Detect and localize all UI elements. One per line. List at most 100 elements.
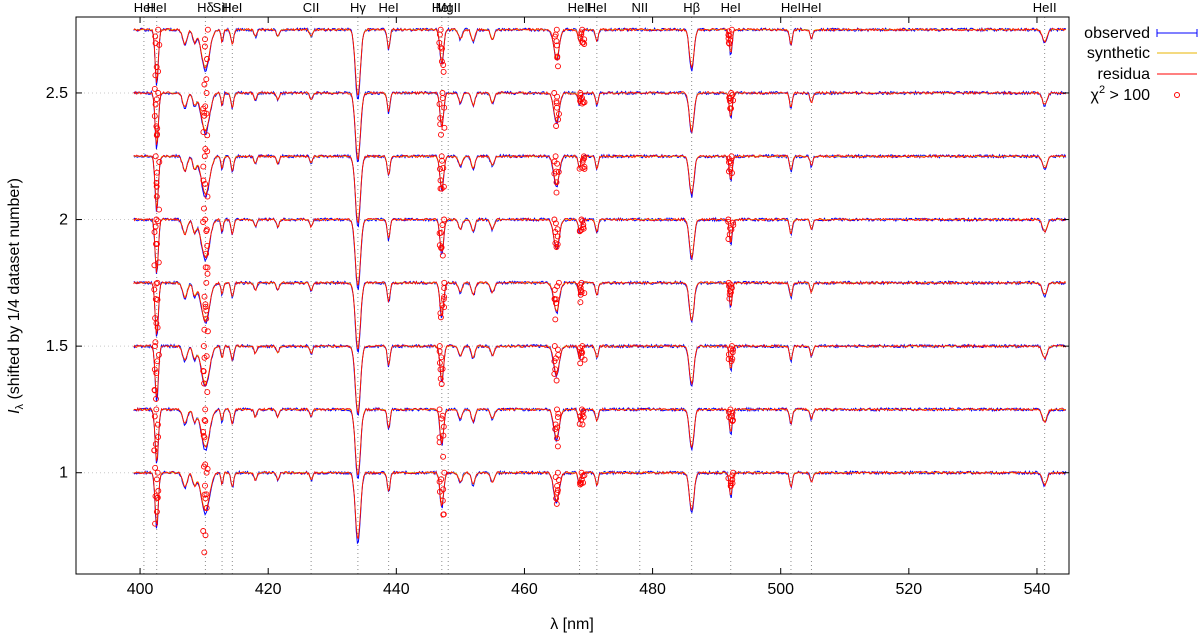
chi2-outlier-point [200,432,207,439]
chi2-outlier-point [204,270,211,277]
chi2-outlier-point [554,241,561,248]
chi2-outlier-point [725,236,732,242]
chi2-outlier-point [439,412,446,419]
chi2-outlier-point [553,123,560,129]
chi2-outlier-point [438,131,444,138]
chi2-outlier-point [200,163,207,170]
chi2-outlier-point [153,476,160,483]
chi2-outlier-point [730,219,736,226]
chi2-outlier-point [201,380,208,387]
chi2-outlier-point [437,310,444,317]
chi2-outlier-point [438,153,445,160]
x-tick-label: 460 [511,581,538,598]
chi2-outlier-point [577,360,584,367]
chi2-outlier-point [202,180,209,187]
chi2-outlier-point [154,169,160,176]
chi2-outlier-point [578,289,585,296]
chi2-outlier-point [152,315,159,322]
chi2-outlier-point [730,469,737,476]
chi2-outlier-point [727,288,733,294]
chi2-outlier-point [203,307,210,314]
chi2-outlier-point [441,124,448,131]
chi2-outlier-point [436,478,443,485]
chi2-outlier-point [552,355,559,362]
spectral-line-label: HeII [1033,0,1057,15]
chi2-outlier-point [204,465,211,472]
chi2-outlier-point [579,100,586,107]
outlier-layer [151,26,737,556]
chi2-outlier-point [438,58,445,65]
residua-spectrum-6 [133,90,1066,161]
chi2-outlier-point [551,216,558,223]
chi2-outlier-point [203,110,210,117]
chi2-outlier-point [554,414,561,421]
chi2-outlier-point [153,406,160,413]
chi2-outlier-point [578,476,585,483]
chi2-outlier-point [553,26,560,33]
chi2-outlier-point [440,68,447,75]
chi2-outlier-point [576,227,583,234]
chi2-outlier-point [441,104,448,111]
chi2-outlier-point [555,410,562,417]
chi2-outlier-point [727,281,734,288]
observed-spectrum-7 [133,26,1066,100]
spectral-line-label: SiII [213,0,232,15]
chi2-outlier-point [553,42,560,49]
chi2-outlier-point [581,155,588,162]
chi2-outlier-point [553,104,560,111]
observed-spectrum-5 [133,153,1067,228]
residua-spectrum-3 [133,280,1067,350]
chi2-outlier-point [152,493,159,500]
legend-residua-label: residua [1098,66,1151,83]
chi2-outlier-point [155,218,161,225]
chi2-outlier-point [152,223,159,230]
chi2-outlier-point [725,39,732,46]
chi2-outlier-point [154,469,161,476]
y-axis-label-rest: (shifted by 1/4 dataset number) [6,178,23,404]
chi2-outlier-point [729,91,736,98]
chi2-outlier-point [151,85,158,92]
chi2-outlier-point [201,293,208,300]
chi2-outlier-point [155,68,162,75]
chi2-outlier-point [203,228,210,234]
chi2-outlier-point [152,520,159,527]
spectral-line-label: HeI [134,0,154,15]
spectral-line-label: Hγ [350,0,366,15]
chi2-outlier-point [437,166,443,172]
chi2-outlier-point [552,153,559,160]
chi2-outlier-point [580,156,586,163]
chi2-outlier-point [551,343,558,350]
x-tick-label: 480 [639,581,666,598]
residua-spectrum-1 [133,407,1066,476]
chi2-outlier-point [436,31,443,38]
synthetic-spectrum-1 [133,408,1066,474]
chi2-outlier-point [727,159,734,166]
chi2-outlier-point [202,418,209,425]
chi2-outlier-point [201,417,208,424]
chi2-outlier-point [154,279,161,286]
synthetic-spectrum-0 [133,472,1066,538]
chi2-outlier-point [439,497,446,504]
chi2-outlier-point [155,90,162,96]
chi2-outlier-point [152,72,159,79]
chi2-outlier-point [581,41,588,47]
chi2-outlier-point [578,354,585,361]
chi2-outlier-point [156,41,163,48]
chi2-outlier-point [436,406,443,413]
chi2-outlier-point [204,56,210,62]
legend-chi-swatch [1174,92,1180,98]
chi2-outlier-point [204,389,211,396]
chi2-outlier-point [553,38,560,45]
chi2-outlier-point [437,375,444,382]
chi2-outlier-point [151,229,158,236]
chi2-outlier-point [726,95,733,102]
chi2-outlier-point [725,475,732,482]
chi2-outlier-point [152,33,159,40]
chi2-outlier-point [200,177,207,184]
chi2-outlier-point [727,482,734,489]
chi2-outlier-point [204,148,211,155]
chi2-outlier-point [552,229,559,235]
marker-lines-layer [143,17,1046,574]
residua-spectrum-2 [133,343,1067,415]
